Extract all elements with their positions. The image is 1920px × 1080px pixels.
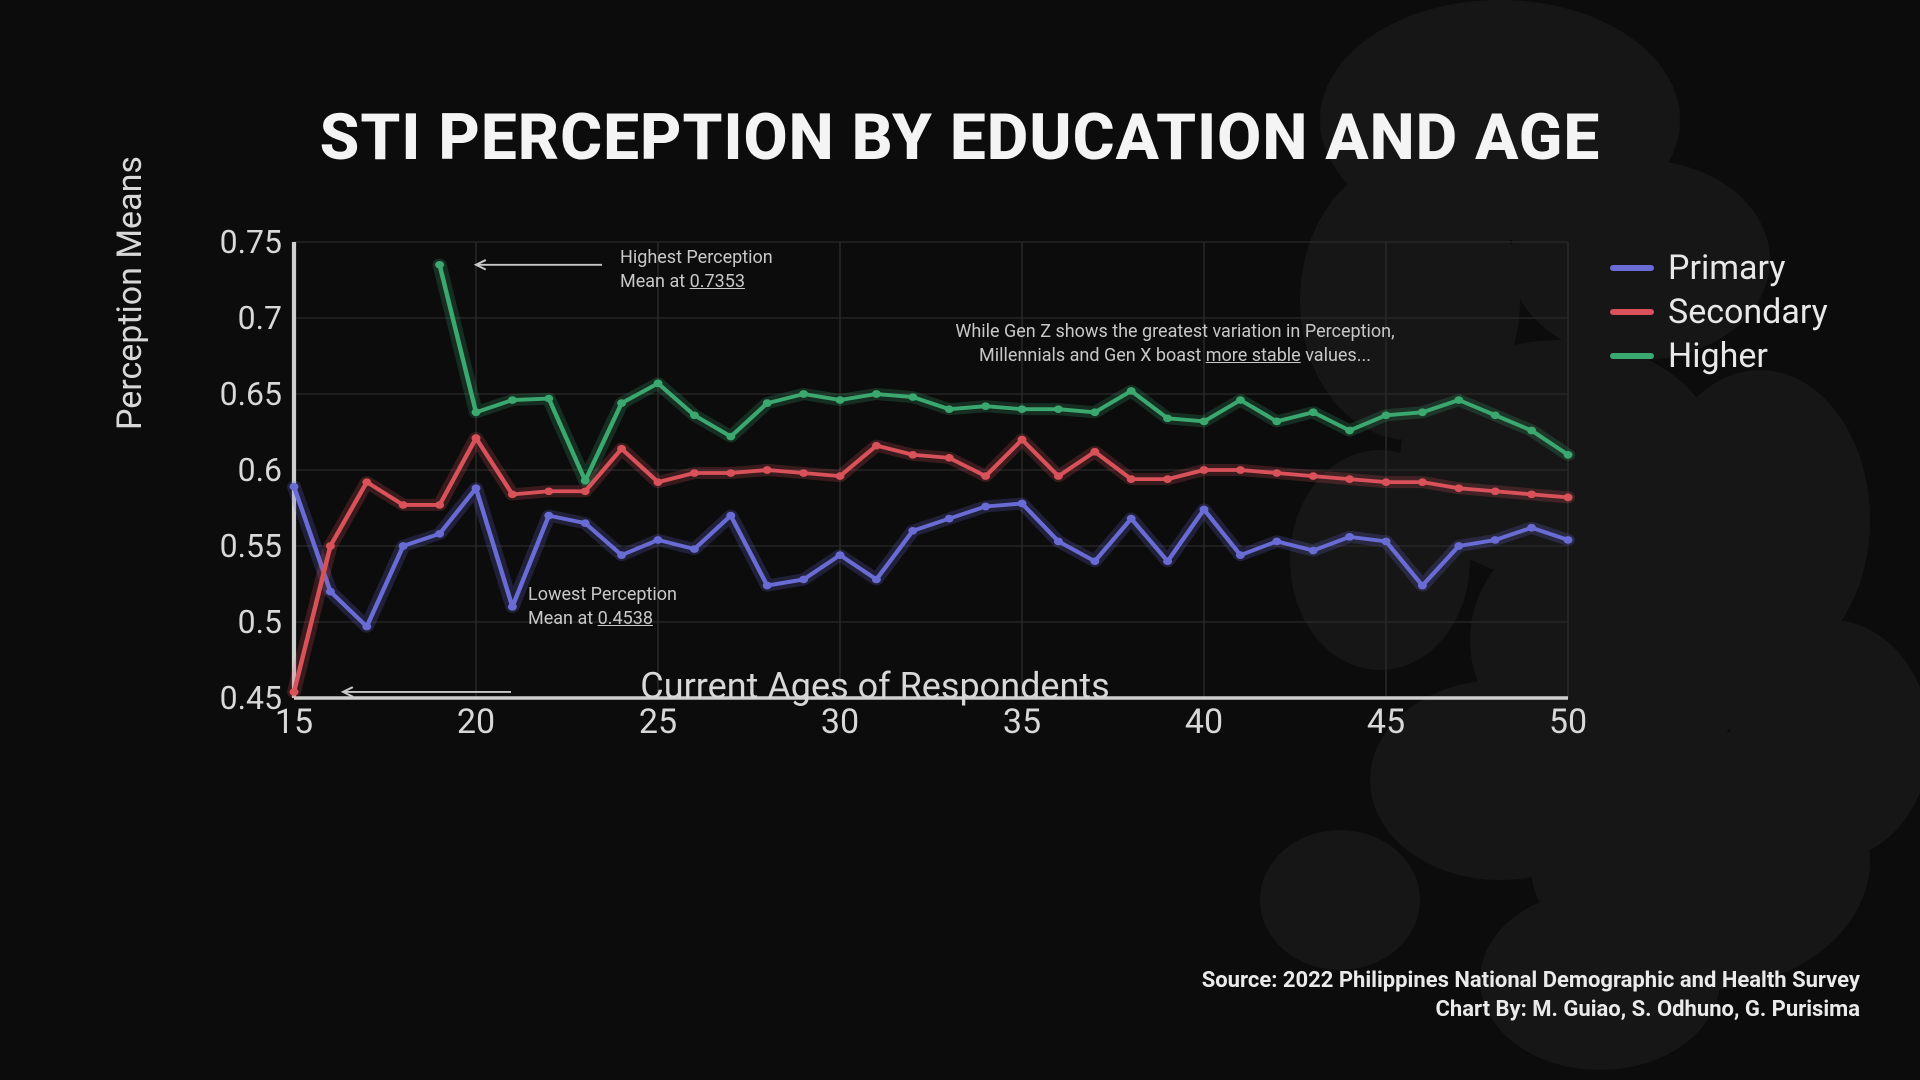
- x-tick-label: 45: [1367, 702, 1405, 742]
- annotation-middle: While Gen Z shows the greatest variation…: [895, 320, 1455, 369]
- legend-item-primary: Primary: [1610, 248, 1828, 288]
- y-tick-label: 0.65: [182, 375, 282, 413]
- legend-item-higher: Higher: [1610, 336, 1828, 376]
- legend-label: Secondary: [1668, 292, 1828, 332]
- legend-item-secondary: Secondary: [1610, 292, 1828, 332]
- legend-swatch-higher: [1610, 353, 1654, 359]
- y-tick-label: 0.55: [182, 527, 282, 565]
- chart-area: [175, 230, 1575, 710]
- x-tick-label: 35: [1003, 702, 1041, 742]
- y-tick-label: 0.6: [182, 451, 282, 489]
- y-tick-label: 0.5: [182, 603, 282, 641]
- x-tick-label: 30: [821, 702, 859, 742]
- legend: Primary Secondary Higher: [1610, 248, 1828, 380]
- chart-title: STI PERCEPTION BY EDUCATION AND AGE: [0, 100, 1920, 175]
- x-tick-label: 20: [457, 702, 495, 742]
- legend-swatch-primary: [1610, 265, 1654, 271]
- y-axis-label: Perception Means: [110, 156, 150, 430]
- source-credit: Source: 2022 Philippines National Demogr…: [1202, 966, 1860, 1025]
- y-tick-label: 0.45: [182, 679, 282, 717]
- x-axis-label: Current Ages of Respondents: [175, 665, 1575, 707]
- legend-swatch-secondary: [1610, 309, 1654, 315]
- x-tick-label: 40: [1185, 702, 1223, 742]
- y-tick-label: 0.7: [182, 299, 282, 337]
- annotation-lowest: Lowest Perception Mean at 0.4538: [528, 583, 677, 632]
- y-tick-label: 0.75: [182, 223, 282, 261]
- annotation-highest: Highest Perception Mean at 0.7353: [620, 246, 773, 295]
- legend-label: Primary: [1668, 248, 1785, 288]
- x-tick-label: 25: [639, 702, 677, 742]
- x-tick-label: 50: [1549, 702, 1587, 742]
- legend-label: Higher: [1668, 336, 1768, 376]
